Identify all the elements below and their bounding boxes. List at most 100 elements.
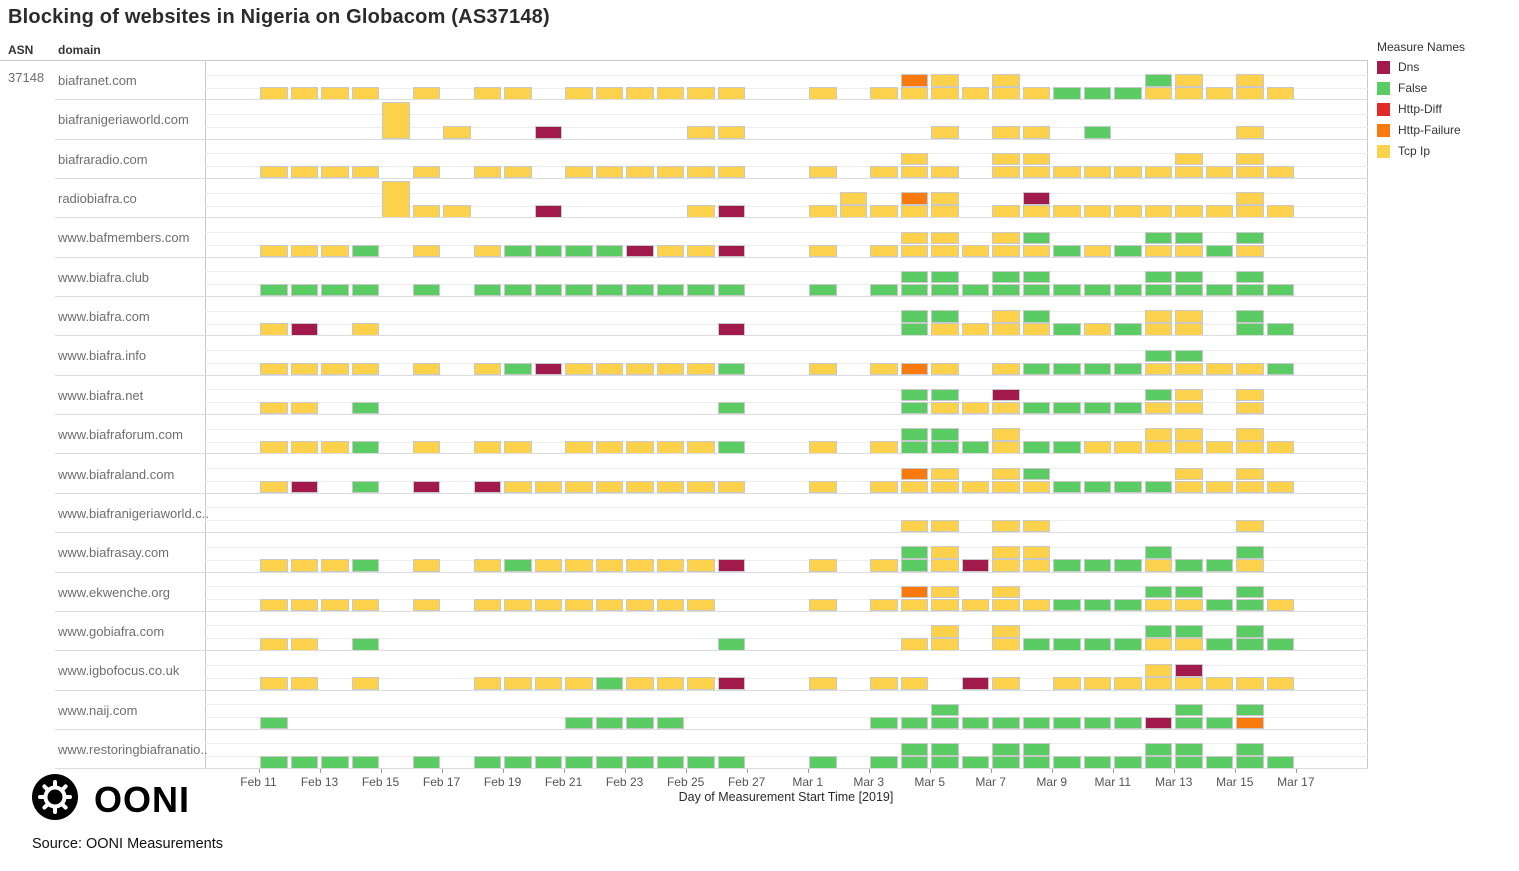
measurement-mark-top[interactable] xyxy=(1236,546,1264,559)
measurement-mark-bottom[interactable] xyxy=(565,480,593,494)
measurement-mark-bottom[interactable] xyxy=(1175,716,1203,730)
measurement-mark-bottom[interactable] xyxy=(504,756,532,769)
measurement-mark-top[interactable] xyxy=(900,152,929,166)
measurement-mark-bottom[interactable] xyxy=(595,87,624,100)
legend-item[interactable]: Http-Failure xyxy=(1377,123,1517,137)
measurement-mark-bottom[interactable] xyxy=(565,559,593,572)
measurement-mark-bottom[interactable] xyxy=(1175,244,1203,258)
measurement-mark-bottom[interactable] xyxy=(1053,559,1081,572)
measurement-mark-bottom[interactable] xyxy=(931,480,959,494)
measurement-mark-bottom[interactable] xyxy=(900,559,929,572)
measurement-mark-top[interactable] xyxy=(1236,428,1264,441)
measurement-mark-bottom[interactable] xyxy=(260,756,288,769)
measurement-mark-bottom[interactable] xyxy=(321,441,349,454)
legend-item[interactable]: False xyxy=(1377,81,1517,95)
measurement-mark-bottom[interactable] xyxy=(626,244,654,258)
measurement-mark-bottom[interactable] xyxy=(1022,756,1051,769)
measurement-mark-bottom[interactable] xyxy=(1053,441,1081,454)
measurement-mark-bottom[interactable] xyxy=(473,559,502,572)
measurement-mark-top[interactable] xyxy=(900,428,929,441)
measurement-mark-bottom[interactable] xyxy=(321,244,349,258)
measurement-mark-bottom[interactable] xyxy=(504,677,532,690)
measurement-mark-bottom[interactable] xyxy=(1083,559,1112,572)
measurement-mark-bottom[interactable] xyxy=(717,441,746,454)
measurement-mark-top[interactable] xyxy=(992,152,1020,166)
measurement-mark-top[interactable] xyxy=(1236,74,1264,87)
measurement-mark-bottom[interactable] xyxy=(1053,362,1081,376)
measurement-mark-bottom[interactable] xyxy=(595,559,624,572)
measurement-mark-bottom[interactable] xyxy=(1083,480,1112,494)
measurement-mark-top[interactable] xyxy=(1175,625,1203,638)
measurement-mark-bottom[interactable] xyxy=(1022,716,1051,730)
measurement-mark-top[interactable] xyxy=(1022,152,1051,166)
measurement-mark-bottom[interactable] xyxy=(809,362,837,376)
measurement-mark-bottom[interactable] xyxy=(961,716,990,730)
measurement-mark-bottom[interactable] xyxy=(1144,559,1173,572)
measurement-mark-bottom[interactable] xyxy=(351,441,380,454)
measurement-mark-top[interactable] xyxy=(1175,270,1203,284)
measurement-mark-bottom[interactable] xyxy=(656,677,685,690)
measurement-mark-bottom[interactable] xyxy=(1175,638,1203,651)
measurement-mark-top[interactable] xyxy=(1022,467,1051,481)
measurement-mark-bottom[interactable] xyxy=(717,87,746,100)
measurement-mark-bottom[interactable] xyxy=(687,87,715,100)
measurement-mark-bottom[interactable] xyxy=(473,480,502,494)
measurement-mark-bottom[interactable] xyxy=(321,756,349,769)
measurement-mark-bottom[interactable] xyxy=(1205,244,1234,258)
measurement-mark-top[interactable] xyxy=(900,546,929,559)
measurement-mark-bottom[interactable] xyxy=(1175,165,1203,179)
measurement-mark-bottom[interactable] xyxy=(992,244,1020,258)
measurement-mark-top[interactable] xyxy=(1144,349,1173,363)
measurement-mark-bottom[interactable] xyxy=(595,677,624,690)
measurement-mark-top[interactable] xyxy=(931,428,959,441)
measurement-mark-bottom[interactable] xyxy=(1022,559,1051,572)
measurement-mark-bottom[interactable] xyxy=(717,677,746,690)
measurement-mark-bottom[interactable] xyxy=(1175,756,1203,769)
measurement-mark-bottom[interactable] xyxy=(961,87,990,100)
measurement-mark-bottom[interactable] xyxy=(290,441,318,454)
measurement-mark-bottom[interactable] xyxy=(687,756,715,769)
measurement-mark-bottom[interactable] xyxy=(961,559,990,572)
measurement-mark-bottom[interactable] xyxy=(351,244,380,258)
measurement-mark-bottom[interactable] xyxy=(412,362,441,376)
measurement-mark-bottom[interactable] xyxy=(412,480,441,494)
measurement-mark-bottom[interactable] xyxy=(992,559,1020,572)
measurement-mark-bottom[interactable] xyxy=(1022,165,1051,179)
measurement-mark-bottom[interactable] xyxy=(931,323,959,336)
measurement-mark-bottom[interactable] xyxy=(351,87,380,100)
measurement-mark-bottom[interactable] xyxy=(1236,362,1264,376)
measurement-mark-bottom[interactable] xyxy=(565,362,593,376)
measurement-mark-bottom[interactable] xyxy=(870,756,898,769)
measurement-mark-bottom[interactable] xyxy=(656,441,685,454)
measurement-mark-bottom[interactable] xyxy=(931,756,959,769)
measurement-mark-bottom[interactable] xyxy=(1022,638,1051,651)
measurement-mark-bottom[interactable] xyxy=(1144,756,1173,769)
measurement-mark-bottom[interactable] xyxy=(1144,677,1173,690)
measurement-mark-bottom[interactable] xyxy=(1266,323,1295,336)
measurement-mark-top[interactable] xyxy=(931,585,959,599)
measurement-mark-bottom[interactable] xyxy=(1205,598,1234,612)
measurement-mark-top[interactable] xyxy=(931,192,959,205)
measurement-mark-bottom[interactable] xyxy=(961,480,990,494)
measurement-mark-bottom[interactable] xyxy=(1053,756,1081,769)
measurement-mark-bottom[interactable] xyxy=(565,441,593,454)
measurement-mark-top[interactable] xyxy=(1175,743,1203,756)
measurement-mark-top[interactable] xyxy=(1022,231,1051,245)
measurement-mark-bottom[interactable] xyxy=(1083,756,1112,769)
measurement-mark-bottom[interactable] xyxy=(260,244,288,258)
measurement-mark-top[interactable] xyxy=(992,743,1020,756)
measurement-mark-bottom[interactable] xyxy=(351,756,380,769)
measurement-mark-top[interactable] xyxy=(1175,428,1203,441)
measurement-mark-bottom[interactable] xyxy=(1266,677,1295,690)
measurement-mark-bottom[interactable] xyxy=(1053,677,1081,690)
measurement-mark-bottom[interactable] xyxy=(931,598,959,612)
measurement-mark-bottom[interactable] xyxy=(351,401,380,415)
measurement-mark-bottom[interactable] xyxy=(1083,283,1112,297)
measurement-mark-bottom[interactable] xyxy=(992,716,1020,730)
measurement-mark-bottom[interactable] xyxy=(565,87,593,100)
measurement-mark-top[interactable] xyxy=(931,625,959,638)
measurement-mark-bottom[interactable] xyxy=(290,165,318,179)
measurement-mark-bottom[interactable] xyxy=(351,598,380,612)
measurement-mark-bottom[interactable] xyxy=(1083,598,1112,612)
measurement-mark-bottom[interactable] xyxy=(1022,283,1051,297)
